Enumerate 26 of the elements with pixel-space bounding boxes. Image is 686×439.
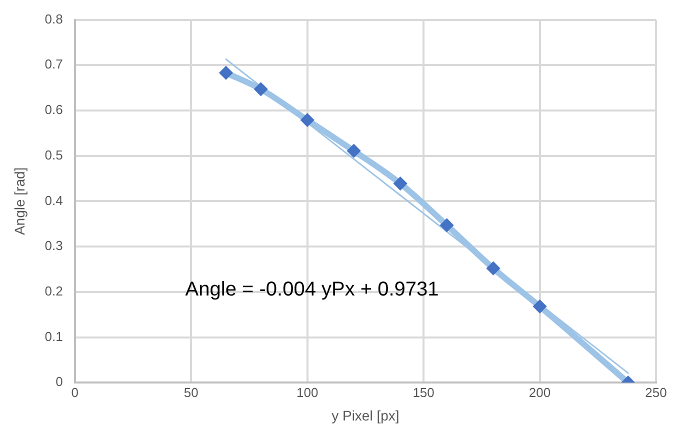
y-tick-label: 0.5	[44, 147, 63, 162]
point	[300, 113, 314, 127]
x-tick-label: 150	[412, 384, 434, 400]
annotation: Angle = -0.004 yPx + 0.9731	[185, 278, 439, 301]
point	[440, 218, 454, 232]
y-tick-label: 0.2	[44, 283, 63, 298]
y-tick-label: 0.3	[44, 238, 63, 254]
y-tick-label: 0.7	[44, 56, 63, 72]
y-tick-label: 0.4	[44, 192, 63, 208]
y-tick-label: 0.6	[44, 102, 63, 118]
point	[219, 66, 233, 80]
x-tick-label: 100	[296, 384, 318, 400]
x-tick-label: 50	[184, 384, 198, 400]
x-tick-label: 0	[71, 384, 78, 400]
y-tick-label: 0.8	[44, 11, 63, 26]
point	[533, 300, 547, 314]
point	[394, 176, 408, 190]
x-tick-label: 200	[528, 384, 551, 400]
y-axis-title: Angle [rad]	[11, 167, 28, 236]
point	[254, 82, 268, 96]
point	[347, 144, 361, 158]
x-tick-label: 250	[645, 384, 667, 400]
y-tick-label: 0	[56, 374, 63, 390]
y-tick-label: 0.1	[44, 328, 63, 344]
point	[486, 262, 500, 276]
x-axis-title: y Pixel [px]	[332, 407, 400, 424]
